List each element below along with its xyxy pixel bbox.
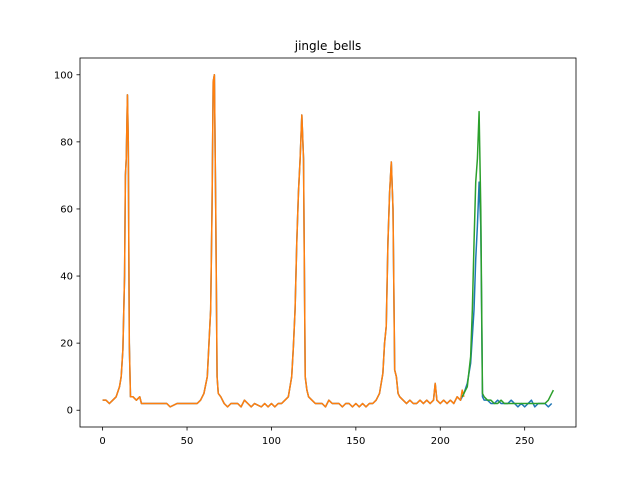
series-line-2 <box>102 74 465 408</box>
y-tick-label: 100 <box>54 70 73 81</box>
x-tick-label: 50 <box>181 436 194 447</box>
x-tick-label: 0 <box>99 436 105 447</box>
x-tick-label: 200 <box>431 436 450 447</box>
y-tick-label: 40 <box>60 272 73 283</box>
x-tick-label: 250 <box>515 436 534 447</box>
chart-title: jingle_bells <box>294 39 362 53</box>
series-layer <box>102 74 555 408</box>
y-tick-label: 20 <box>60 339 73 350</box>
plot-frame <box>79 57 577 428</box>
x-axis: 0 50 100 150 200 250 <box>99 427 534 447</box>
series-line-3 <box>461 110 555 405</box>
x-tick-label: 150 <box>346 436 365 447</box>
y-tick-label: 80 <box>60 137 73 148</box>
y-tick-label: 0 <box>67 406 73 417</box>
y-axis: 0 20 40 60 80 100 <box>54 70 80 417</box>
x-tick-label: 100 <box>262 436 281 447</box>
y-tick-label: 60 <box>60 204 73 215</box>
